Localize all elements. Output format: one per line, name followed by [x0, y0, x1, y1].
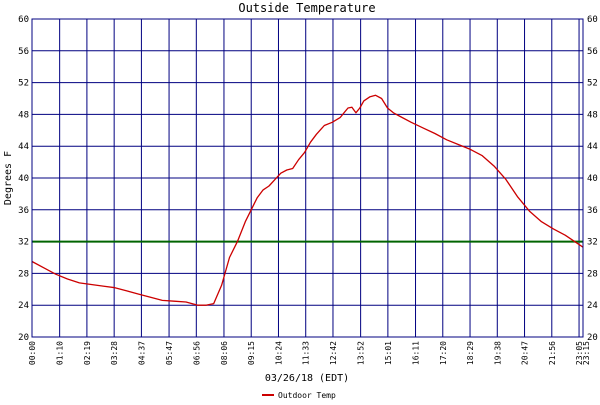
x-tick-label: 13:52 [357, 341, 366, 365]
y-tick-labels-left: 20 24 28 32 36 40 44 48 52 56 60 [18, 15, 29, 343]
y-tick-label-right: 44 [587, 142, 598, 152]
legend-label: Outdoor Temp [278, 391, 336, 400]
x-tick-label: 05:47 [165, 341, 174, 365]
x-tick-label: 18:29 [466, 341, 475, 365]
y-tick-label-right: 48 [587, 110, 598, 120]
x-tick-labels: 00:00 01:10 02:19 03:28 04:37 05:47 06:56 08:06… [28, 341, 591, 365]
x-tick-label: 03:28 [110, 341, 119, 365]
y-axis-title: Degrees F [3, 151, 14, 205]
y-tick-label-right: 28 [587, 269, 598, 279]
x-tick-label: 10:24 [274, 341, 283, 365]
x-tick-label: 00:00 [28, 341, 37, 365]
y-tick-label: 32 [18, 238, 29, 248]
x-tick-label: 08:06 [220, 341, 229, 365]
y-tick-label: 60 [18, 15, 29, 25]
y-tick-label: 40 [18, 174, 29, 184]
x-tick-label: 15:01 [384, 341, 393, 365]
x-tick-label: 23:15 [582, 341, 591, 365]
y-tick-label: 52 [18, 79, 29, 89]
x-tick-label: 23:05 [575, 341, 584, 365]
x-tick-label: 12:42 [329, 341, 338, 365]
x-tick-label: 16:11 [412, 341, 421, 365]
y-tick-label: 28 [18, 269, 29, 279]
x-tick-label: 02:19 [83, 341, 92, 365]
y-tick-label-right: 60 [587, 15, 598, 25]
x-tick-label: 01:10 [56, 341, 65, 365]
y-tick-labels-right: 20 24 28 32 36 40 44 48 52 56 60 [587, 15, 598, 343]
y-tick-label: 48 [18, 110, 29, 120]
x-tick-label: 09:15 [247, 341, 256, 365]
series-line-outdoor-temp [31, 94, 584, 306]
y-tick-label-right: 32 [587, 238, 598, 248]
y-tick-label: 24 [18, 301, 29, 311]
series-layer [31, 94, 584, 306]
x-axis-title: 03/26/18 (EDT) [265, 373, 349, 384]
y-tick-label-right: 52 [587, 79, 598, 89]
x-tick-label: 19:38 [493, 341, 502, 365]
x-tick-label: 20:47 [521, 341, 530, 365]
y-tick-label-right: 24 [587, 301, 598, 311]
legend: Outdoor Temp [262, 391, 336, 400]
y-tick-label-right: 56 [587, 47, 598, 57]
x-tick-label: 11:33 [302, 341, 311, 365]
y-tick-label-right: 40 [587, 174, 598, 184]
y-tick-label: 44 [18, 142, 29, 152]
y-tick-label: 20 [18, 333, 29, 343]
chart-title: Outside Temperature [238, 1, 375, 15]
plot-frame [31, 18, 584, 338]
y-tick-label: 36 [18, 206, 29, 216]
x-tick-label: 21:56 [548, 341, 557, 365]
y-tick-label-right: 20 [587, 333, 598, 343]
x-tick-label: 04:37 [137, 341, 146, 365]
x-tick-label: 06:56 [192, 341, 201, 365]
y-tick-label-right: 36 [587, 206, 598, 216]
x-tick-label: 17:20 [439, 341, 448, 365]
y-tick-label: 56 [18, 47, 29, 57]
